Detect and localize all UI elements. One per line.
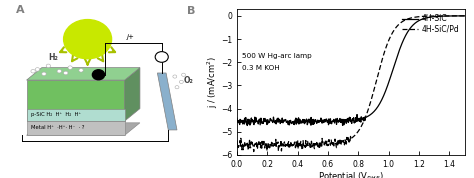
Text: Metal H⁺  ·H⁺· H⁻  · ?: Metal H⁺ ·H⁺· H⁻ · ? [31, 125, 84, 130]
Polygon shape [27, 123, 140, 135]
4H-SiC/Pd [293, 142, 299, 144]
4H-SiC/Pd [275, 142, 281, 145]
Circle shape [179, 80, 183, 83]
Text: O₂: O₂ [183, 76, 193, 85]
Circle shape [64, 71, 68, 75]
4H-SiC/Pd [406, 18, 411, 20]
Circle shape [155, 52, 168, 62]
4H-SiC [337, 119, 343, 121]
Circle shape [92, 70, 105, 80]
Circle shape [182, 73, 185, 76]
Text: B: B [187, 6, 195, 16]
Circle shape [64, 20, 111, 59]
Circle shape [175, 86, 179, 89]
4H-SiC [275, 120, 281, 122]
Legend: 4H-SiC, 4H-SiC/Pd: 4H-SiC, 4H-SiC/Pd [400, 13, 461, 35]
4H-SiC [406, 29, 411, 32]
Circle shape [46, 64, 51, 68]
Circle shape [35, 68, 40, 71]
Circle shape [173, 75, 177, 78]
4H-SiC/Pd [369, 98, 374, 100]
4H-SiC/Pd [337, 142, 343, 144]
Line: 4H-SiC: 4H-SiC [237, 16, 465, 125]
Polygon shape [125, 68, 140, 121]
Text: H₂: H₂ [48, 53, 58, 62]
4H-SiC [462, 15, 467, 17]
Polygon shape [27, 109, 125, 121]
4H-SiC [293, 117, 299, 119]
Circle shape [31, 69, 35, 73]
4H-SiC/Pd [462, 15, 467, 17]
4H-SiC/Pd [234, 139, 240, 141]
Y-axis label: j / (mA/cm$^2$): j / (mA/cm$^2$) [205, 56, 219, 108]
Circle shape [68, 66, 73, 69]
Text: p-SiC H₂  H⁺  H₂  H⁺: p-SiC H₂ H⁺ H₂ H⁺ [31, 112, 81, 117]
X-axis label: Potential (V$_{RHE}$): Potential (V$_{RHE}$) [318, 170, 383, 178]
Circle shape [79, 69, 83, 72]
Text: 0.3 M KOH: 0.3 M KOH [242, 65, 279, 71]
4H-SiC [369, 113, 374, 115]
Text: j+: j+ [127, 34, 135, 40]
4H-SiC [245, 124, 250, 127]
Text: 500 W Hg-arc lamp: 500 W Hg-arc lamp [242, 53, 311, 59]
Circle shape [57, 69, 62, 73]
Polygon shape [27, 68, 140, 80]
Circle shape [42, 72, 46, 76]
Polygon shape [157, 73, 177, 130]
Line: 4H-SiC/Pd: 4H-SiC/Pd [237, 16, 465, 152]
4H-SiC/Pd [251, 151, 256, 153]
4H-SiC [386, 80, 392, 82]
Polygon shape [27, 80, 125, 121]
4H-SiC [234, 117, 240, 119]
4H-SiC/Pd [386, 38, 392, 40]
Polygon shape [27, 121, 125, 135]
Text: A: A [16, 5, 24, 15]
